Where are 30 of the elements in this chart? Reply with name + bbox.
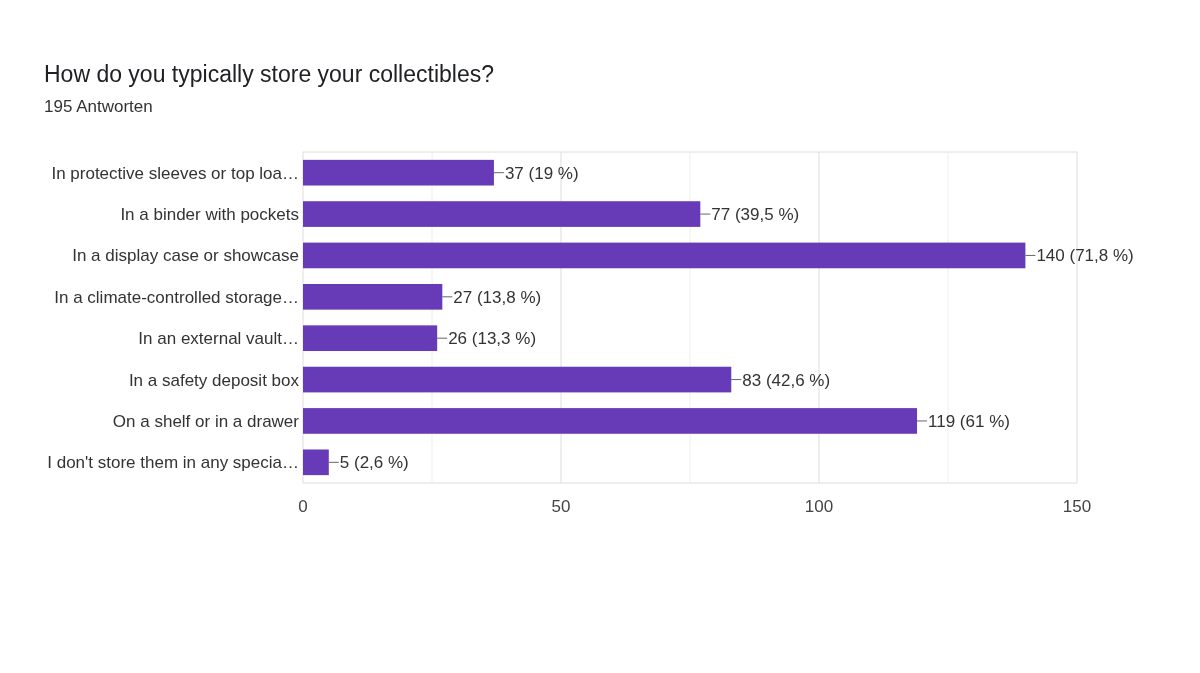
bar [303,242,1026,269]
bar [303,408,918,434]
y-tick-label: In a display case or showcase [72,246,299,266]
data-label: 119 (61 %) [928,411,1010,431]
data-label: 37 (19 %) [504,163,579,183]
y-tick-label: In a safety deposit box [128,370,300,390]
chart-title: How do you typically store your collectibles? [44,61,494,87]
y-tick-label: I don't store them in any specia… [47,453,299,473]
y-tick-label: In protective sleeves or top loa… [51,163,299,183]
data-label: 27 (13,8 %) [453,287,542,307]
data-label: 5 (2,6 %) [339,453,409,473]
y-tick-label: On a shelf or in a drawer [112,411,300,431]
bar [303,201,701,227]
x-tick-label: 100 [804,497,834,516]
x-tick-label: 50 [551,497,571,516]
x-tick-label: 150 [1062,497,1092,516]
data-label: 26 (13,3 %) [448,329,537,349]
data-label: 77 (39,5 %) [711,205,800,225]
bar [303,325,438,352]
x-tick-label: 0 [298,497,308,516]
bar [303,159,494,186]
text: 195 Antworten [44,97,153,116]
y-tick-label: In a binder with pockets [120,205,299,225]
y-tick-label: In a climate-controlled storage… [54,287,299,307]
y-tick-label: In an external vault… [138,329,299,349]
bar [303,283,443,310]
data-label: 140 (71,8 %) [1036,246,1134,266]
data-label: 83 (42,6 %) [742,370,831,390]
bar [303,449,329,476]
bar [303,366,732,393]
